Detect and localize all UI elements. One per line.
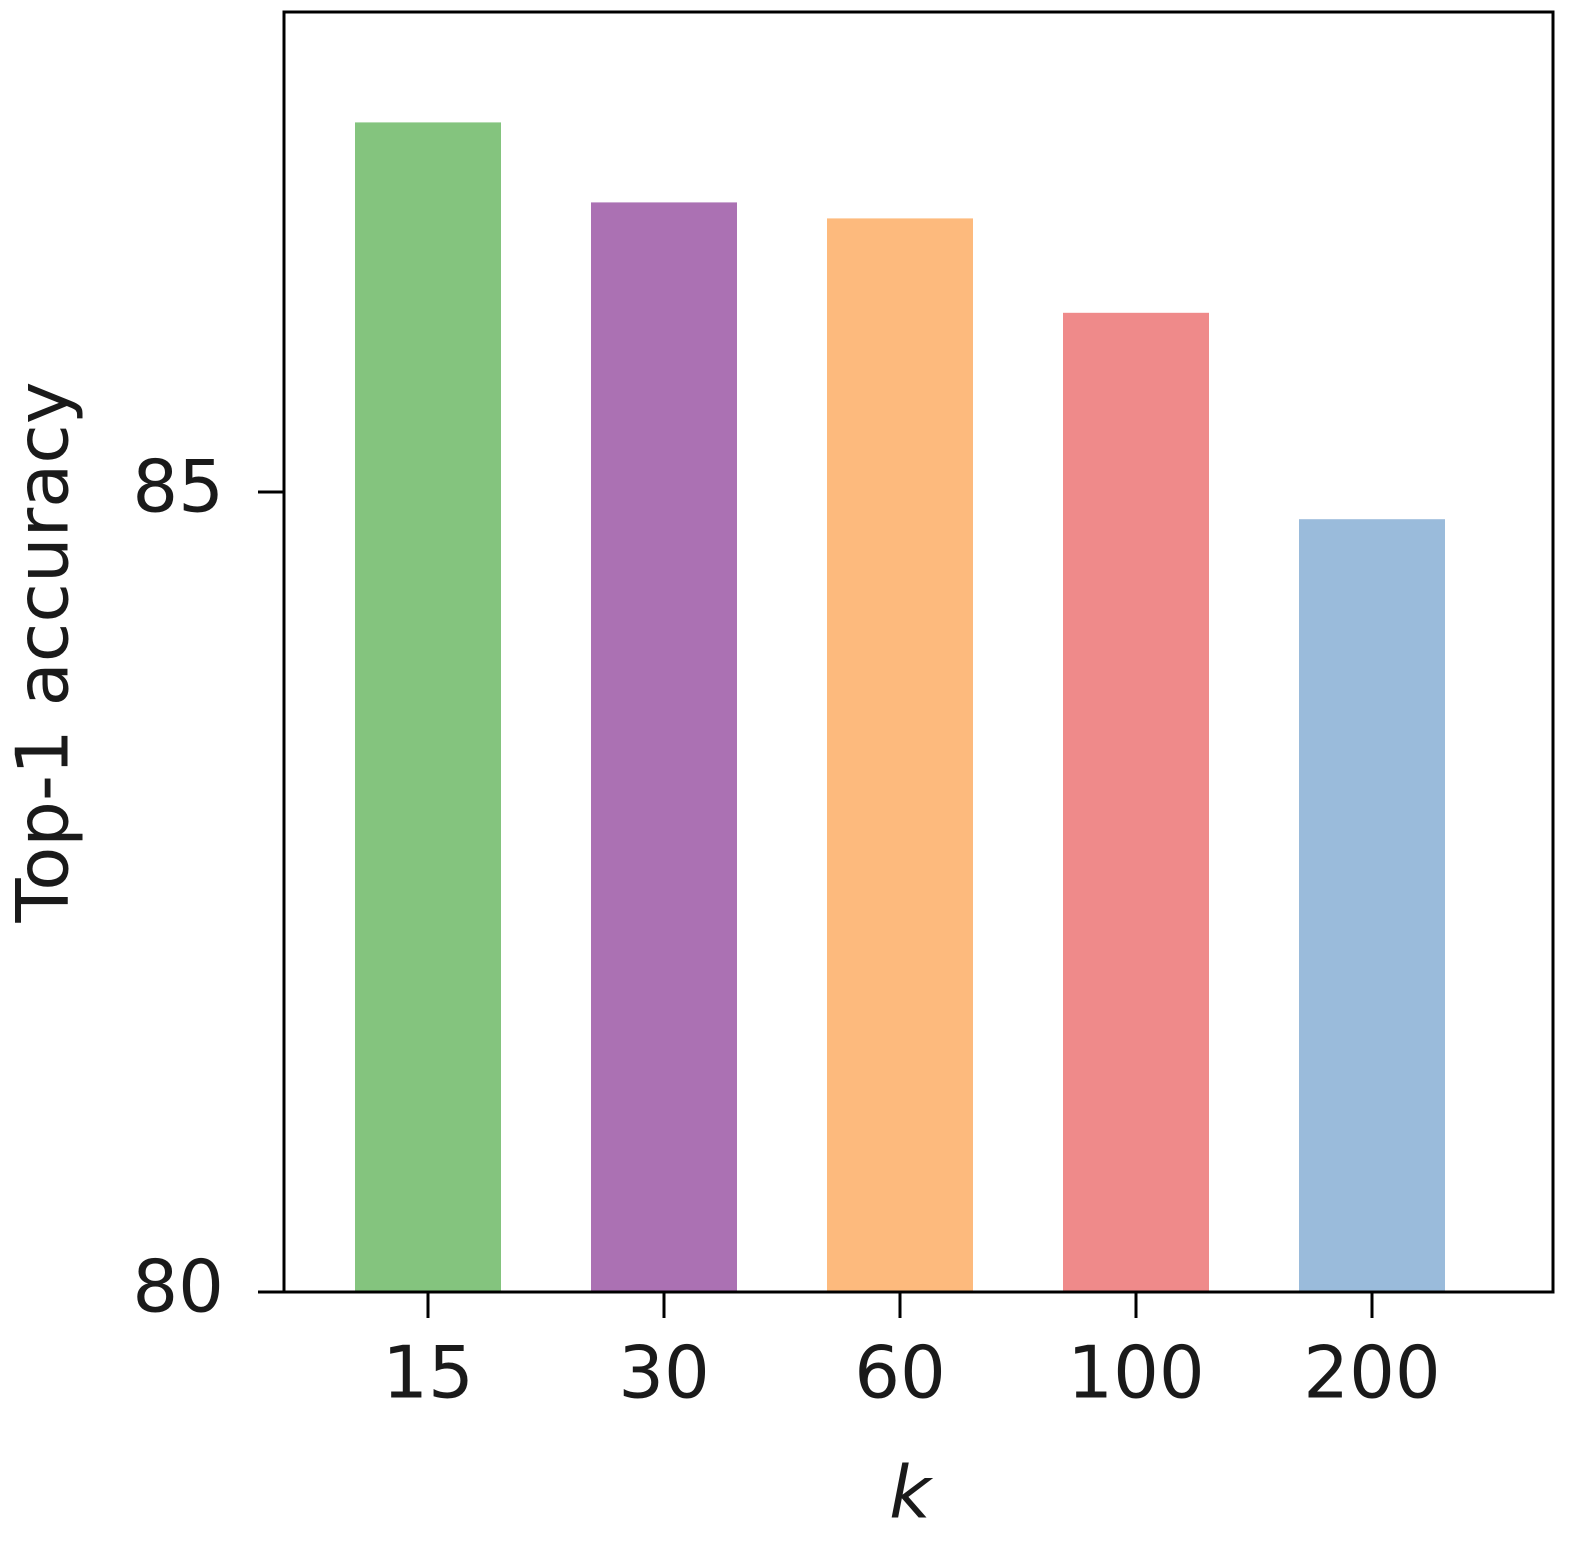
y-tick-label: 85 <box>132 445 224 529</box>
x-tick-label: 100 <box>1067 1331 1204 1415</box>
bar <box>591 202 737 1292</box>
x-tick-label: 15 <box>382 1331 474 1415</box>
bar <box>1063 312 1209 1292</box>
x-tick-label: 60 <box>854 1331 946 1415</box>
y-tick-label: 80 <box>132 1245 224 1329</box>
bar <box>827 218 973 1292</box>
x-tick-label: 30 <box>618 1331 710 1415</box>
x-axis-label: k <box>889 1451 934 1535</box>
bar <box>355 122 501 1292</box>
bar <box>1299 519 1445 1292</box>
y-axis-label: Top-1 accuracy <box>1 381 85 923</box>
x-tick-label: 200 <box>1303 1331 1440 1415</box>
plot-frame <box>282 10 1555 1294</box>
